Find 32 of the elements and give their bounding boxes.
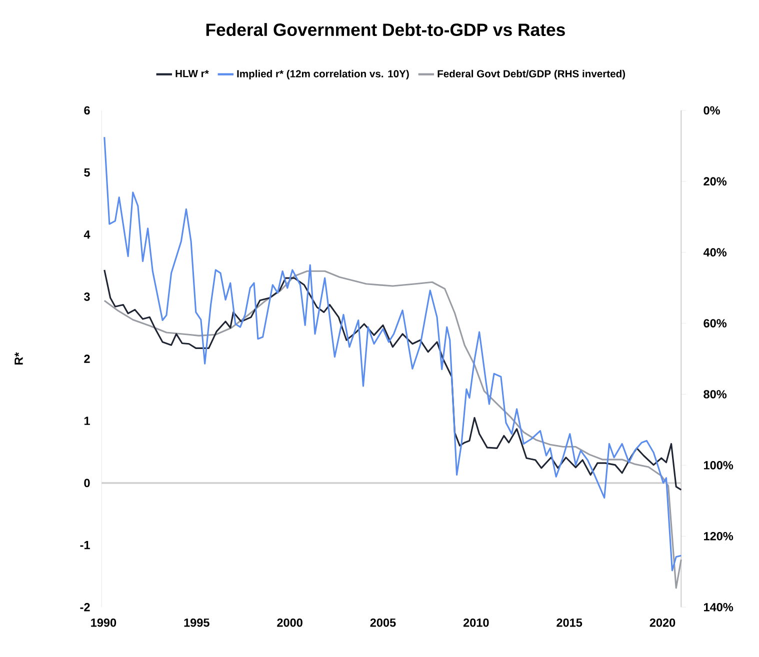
x-tick-label: 1990 [91,618,116,627]
y-tick-label: 2 [84,354,90,363]
y2-tick-label: 100% [704,460,734,470]
chart-title: Federal Government Debt-to-GDP vs Rates [206,22,565,36]
y-tick-label: 5 [84,168,90,176]
x-tick-label: 2010 [463,618,489,627]
y-tick-label: 3 [84,292,90,301]
y-tick-label: -2 [80,602,90,612]
legend-label: HLW r* [176,70,209,77]
legend-label: Federal Govt Debt/GDP (RHS inverted) [438,70,626,80]
x-tick-label: 2015 [556,618,582,627]
y2-tick-label: 60% [704,318,727,328]
y2-tick-label: 0% [704,106,720,114]
x-tick-label: 2005 [370,618,396,627]
x-tick-label: 2020 [650,618,676,627]
line-series [104,270,682,589]
y2-tick-label: 20% [704,176,727,186]
y-tick-label: -1 [80,540,90,549]
line-series [104,268,682,490]
y2-tick-label: 120% [704,532,734,540]
y2-tick-label: 80% [704,390,727,398]
y-tick-label: 1 [84,416,90,425]
y-axis-title: R* [14,352,23,364]
y-tick-label: 4 [84,230,90,238]
x-tick-label: 2000 [277,618,302,627]
y-tick-label: 0 [84,478,90,487]
y2-tick-label: 40% [703,248,727,256]
x-tick-label: 1995 [184,618,210,627]
y2-tick-label: 140% [704,602,734,612]
y-tick-label: 6 [84,106,90,114]
legend-label: Implied r* (12m correlation vs. 10Y) [237,70,409,80]
line-series [104,136,682,572]
